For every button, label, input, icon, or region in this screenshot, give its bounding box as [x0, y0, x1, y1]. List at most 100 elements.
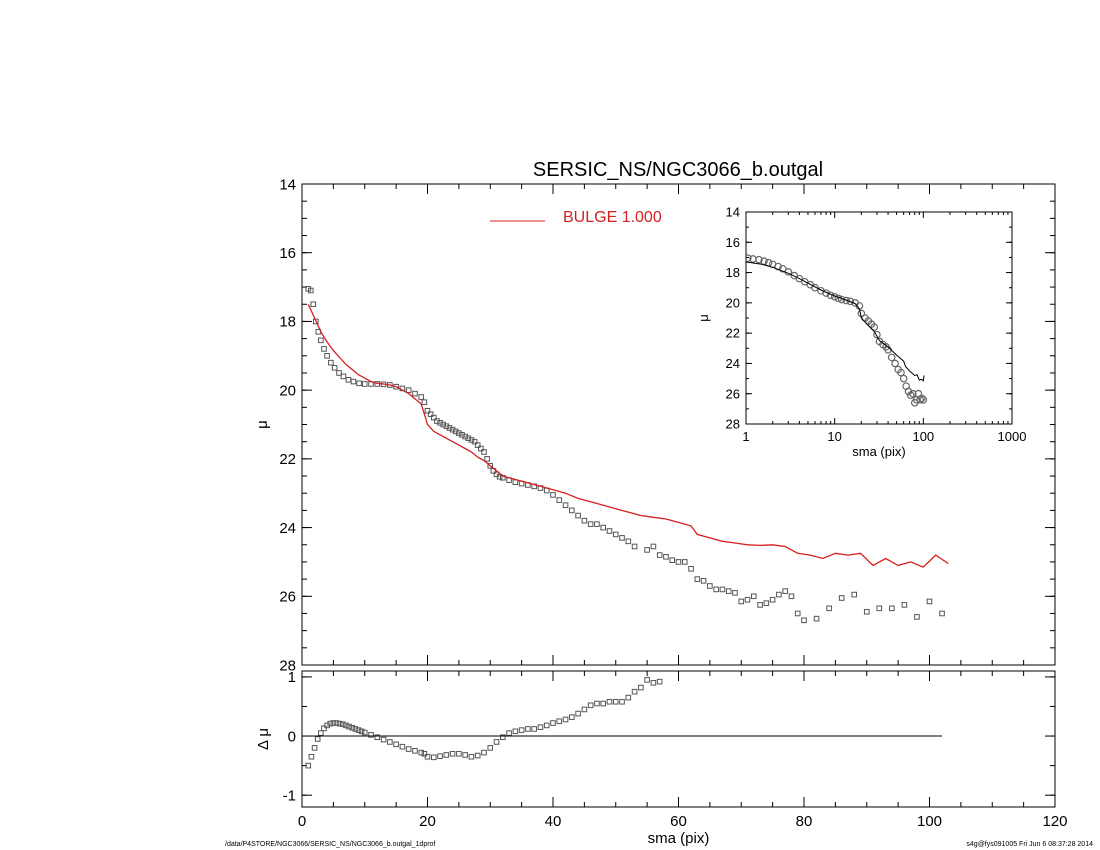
data-point	[776, 591, 782, 598]
data-point	[339, 721, 346, 728]
plot-frame	[745, 211, 1013, 425]
data-point	[307, 287, 314, 294]
data-point	[619, 698, 625, 705]
data-point	[418, 394, 425, 400]
data-point	[336, 720, 343, 727]
data-point	[512, 479, 519, 486]
data-point	[556, 718, 563, 725]
data-point	[600, 524, 607, 531]
data-point	[437, 753, 443, 759]
series-line-1	[307, 304, 949, 568]
y-tick-label: 24	[279, 520, 296, 537]
data-point	[587, 521, 594, 527]
y-tick-label: 18	[726, 265, 740, 280]
data-point	[452, 428, 459, 435]
y-tick-label: -1	[283, 787, 296, 804]
y-tick-label: 14	[726, 205, 740, 220]
data-point	[506, 730, 512, 736]
data-point	[487, 462, 494, 469]
data-point	[496, 473, 503, 480]
x-axis-label: sma (pix)	[648, 830, 710, 847]
data-point	[374, 734, 381, 741]
data-point	[794, 610, 801, 617]
data-point	[465, 435, 472, 442]
data-point	[449, 750, 456, 757]
data-point	[575, 512, 581, 519]
data-point	[744, 596, 751, 603]
data-point	[512, 728, 519, 735]
data-point	[331, 365, 338, 371]
data-point	[314, 736, 321, 742]
legend-label-bulge: BULGE 1.000	[563, 209, 662, 226]
data-point	[675, 559, 682, 565]
inset-log-panel: 1 10 100 1000 14 16 18 20 22 24 26 28 μ sma (pix)	[696, 205, 1026, 459]
data-point	[917, 394, 926, 403]
data-point	[405, 746, 412, 752]
x-tick-label: 10	[827, 429, 841, 444]
x-tick-label: 0	[298, 813, 306, 830]
data-point	[368, 732, 374, 738]
data-point	[899, 374, 908, 383]
data-point	[437, 419, 443, 426]
data-point	[681, 559, 688, 565]
data-point	[443, 423, 450, 430]
y-tick-label: 22	[726, 326, 740, 341]
data-point	[663, 553, 669, 560]
data-point	[926, 598, 933, 605]
data-point	[418, 749, 425, 756]
x-tick-label: 100	[917, 813, 942, 830]
data-point	[581, 706, 588, 713]
data-point	[751, 593, 757, 600]
data-point	[478, 445, 484, 452]
data-point	[434, 418, 440, 424]
data-point	[897, 368, 905, 377]
data-point	[763, 600, 770, 606]
data-point	[757, 602, 763, 608]
plot-area	[305, 677, 942, 769]
data-point	[487, 745, 494, 751]
data-point	[594, 700, 600, 707]
data-point	[355, 727, 362, 733]
data-point	[443, 752, 450, 758]
data-point	[822, 289, 830, 297]
y-tick-label: 28	[279, 657, 296, 674]
data-point	[421, 750, 428, 757]
data-point	[569, 714, 575, 720]
y-tick-label: 26	[726, 386, 740, 401]
data-point	[738, 598, 745, 605]
data-point	[581, 517, 588, 524]
plot-area	[746, 254, 928, 407]
data-point	[518, 727, 525, 733]
data-point	[358, 728, 365, 735]
x-tick-label: 100	[912, 429, 934, 444]
data-point	[838, 595, 845, 601]
data-point	[700, 578, 707, 584]
data-point	[562, 716, 569, 723]
data-point	[575, 710, 581, 717]
data-point	[694, 576, 701, 582]
data-point	[412, 390, 418, 397]
data-point	[468, 753, 475, 760]
data-point	[352, 726, 359, 732]
data-point	[556, 497, 563, 503]
x-tick-label: 40	[545, 813, 562, 830]
data-point	[904, 387, 913, 396]
data-point	[459, 432, 465, 438]
data-point	[399, 743, 406, 750]
data-point	[813, 615, 820, 622]
data-point	[393, 741, 399, 748]
data-point	[361, 729, 368, 736]
data-point	[873, 330, 881, 339]
data-point	[889, 605, 895, 612]
data-point	[308, 753, 315, 760]
data-point	[755, 255, 763, 264]
data-point	[863, 608, 870, 615]
x-tick-label: 60	[670, 813, 687, 830]
data-point	[644, 547, 650, 553]
data-point	[446, 425, 453, 431]
data-point	[474, 752, 481, 759]
data-point	[887, 353, 896, 362]
data-point	[474, 442, 481, 448]
data-point	[732, 590, 738, 596]
data-point	[468, 437, 475, 443]
